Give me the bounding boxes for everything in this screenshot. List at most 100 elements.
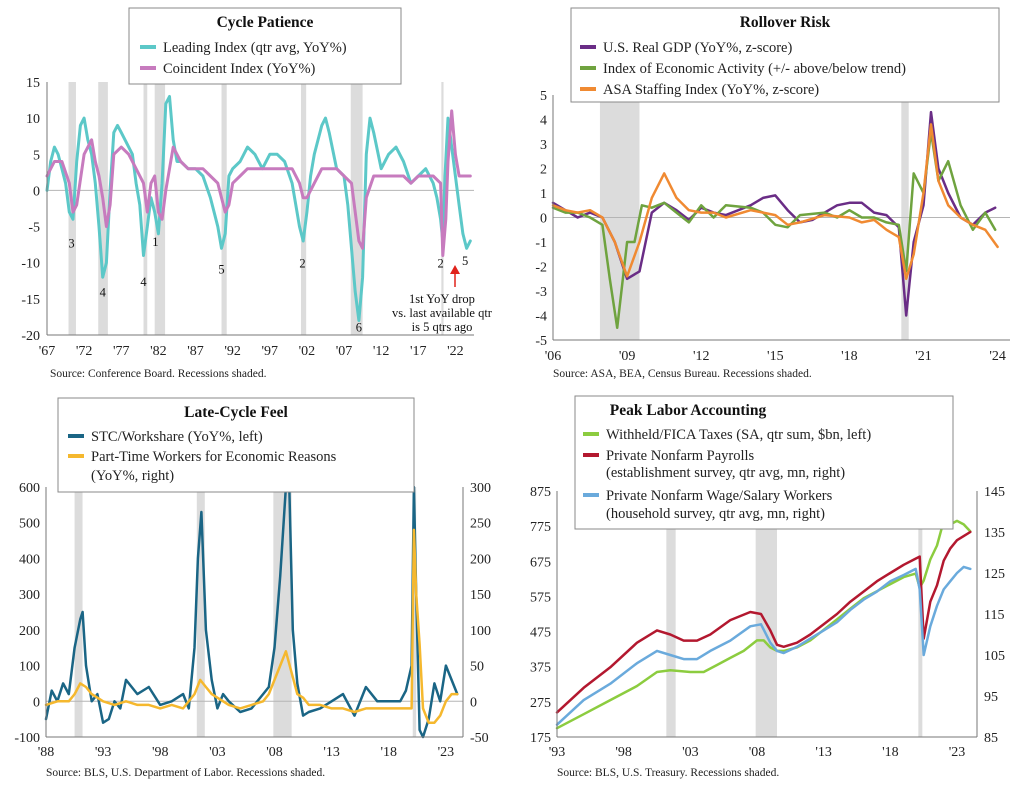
- x-tick-label: '18: [380, 745, 397, 760]
- y-tick-label: 10: [26, 112, 40, 127]
- trough-label: 4: [140, 275, 147, 289]
- legend-label-stc: STC/Workshare (YoY%, left): [91, 429, 263, 445]
- legend-label-parttime-cont: (YoY%, right): [91, 468, 174, 484]
- series-lines: [555, 519, 972, 730]
- x-tick-label: '92: [224, 344, 241, 359]
- x-tick-labels: '67 '72 '77 '82 '87 '92 '97 '02 '07 '12 '17 '22: [39, 344, 464, 359]
- y-tick-labels-left: 600 500 400 300 200 100 0 -100: [14, 481, 40, 746]
- chart-title: Peak Labor Accounting: [610, 402, 767, 419]
- x-tick-label: '06: [545, 349, 562, 364]
- x-tick-label: '67: [39, 344, 56, 359]
- series-line-part-time-workers-for-economic-reasons: [44, 528, 459, 724]
- x-tick-label: '21: [915, 349, 932, 364]
- y-tick-label: 2: [540, 163, 547, 178]
- series-line-stc-workshare-yoy-left: [44, 485, 459, 739]
- series-line-private-nonfarm-wage-salary-workers: [555, 565, 972, 726]
- x-tick-label: '02: [299, 344, 316, 359]
- legend-label-parttime: Part-Time Workers for Economic Reasons: [91, 449, 337, 465]
- x-tick-label: '98: [615, 745, 632, 760]
- x-tick-label: '15: [767, 349, 784, 364]
- note-line-3: is 5 qtrs ago: [412, 320, 473, 334]
- legend-label-staffing: ASA Staffing Index (YoY%, z-score): [603, 82, 819, 98]
- x-tick-label: '18: [882, 745, 899, 760]
- x-tick-label: '12: [693, 349, 710, 364]
- source-note: Source: ASA, BEA, Census Bureau. Recessi…: [553, 368, 812, 380]
- legend-box: Late-Cycle Feel STC/Workshare (YoY%, lef…: [57, 397, 415, 493]
- legend-label-payrolls-cont: (establishment survey, qtr avg, mn, righ…: [606, 465, 845, 481]
- y-tick-label: -15: [21, 293, 40, 308]
- legend-box: Rollover Risk U.S. Real GDP (YoY%, z-sco…: [570, 7, 1000, 103]
- recession-band: [755, 491, 777, 737]
- y-tick-label: -50: [470, 731, 489, 746]
- y-tick-label: 575: [530, 590, 551, 605]
- x-tick-label: '77: [113, 344, 130, 359]
- x-tick-label: '23: [438, 745, 455, 760]
- legend-label-payrolls: Private Nonfarm Payrolls: [606, 448, 755, 464]
- trough-label: 1: [152, 235, 158, 249]
- y-tick-labels-right: 300 250 200 150 100 50 0 -50: [470, 481, 491, 746]
- series-lines: [551, 110, 999, 330]
- y-tick-label: 5: [33, 148, 40, 163]
- y-tick-label: 300: [470, 481, 491, 496]
- y-tick-label: 275: [530, 696, 551, 711]
- annotation-note: 1st YoY drop vs. last available qtr is 5…: [392, 265, 493, 334]
- x-tick-label: '88: [38, 745, 55, 760]
- trough-label: 5: [218, 262, 224, 276]
- legend-label-workers: Private Nonfarm Wage/Salary Workers: [606, 488, 833, 504]
- legend-label-leading: Leading Index (qtr avg, YoY%): [163, 40, 347, 56]
- y-tick-label: 300: [19, 588, 40, 603]
- y-tick-label: -3: [535, 285, 547, 300]
- trough-label: 5: [462, 254, 468, 268]
- series-lines: [44, 485, 459, 739]
- y-tick-label: 0: [540, 212, 547, 227]
- series-line-coincident-index-yoy: [45, 109, 472, 257]
- x-tick-label: '18: [841, 349, 858, 364]
- recession-shading-group: [74, 487, 417, 737]
- y-tick-label: -20: [21, 329, 40, 344]
- y-tick-label: 3: [540, 138, 547, 153]
- x-tick-label: '08: [749, 745, 766, 760]
- recession-band: [196, 487, 205, 737]
- y-tick-label: -5: [28, 221, 40, 236]
- legend-box: Cycle Patience Leading Index (qtr avg, Y…: [128, 7, 402, 85]
- x-tick-label: '97: [262, 344, 279, 359]
- legend-frame: [128, 7, 402, 85]
- legend-frame: [57, 397, 415, 493]
- y-tick-label: 0: [33, 695, 40, 710]
- y-tick-label: 600: [19, 481, 40, 496]
- legend-label-gdp: U.S. Real GDP (YoY%, z-score): [603, 40, 792, 56]
- note-arrow-head: [450, 265, 460, 274]
- x-tick-labels: '93 '98 '03 '08 '13 '18 '23: [549, 745, 966, 760]
- y-tick-label: 475: [530, 626, 551, 641]
- x-tick-label: '24: [989, 349, 1006, 364]
- series-line-withheld-fica-taxes-sa-qtr-sum-bn-left: [555, 519, 972, 730]
- y-tick-label: 250: [470, 517, 491, 532]
- y-tick-label: 145: [984, 485, 1005, 500]
- y-tick-labels-right: 145 135 125 115 105 95 85: [984, 485, 1005, 746]
- y-tick-label: 500: [19, 517, 40, 532]
- chart-title: Rollover Risk: [740, 14, 831, 31]
- x-tick-label: '09: [619, 349, 636, 364]
- note-line-1: 1st YoY drop: [409, 292, 475, 306]
- y-tick-label: 135: [984, 526, 1005, 541]
- x-tick-label: '23: [949, 745, 966, 760]
- y-tick-label: 150: [470, 588, 491, 603]
- legend-box: Peak Labor Accounting Withheld/FICA Taxe…: [574, 395, 954, 530]
- series-line-leading-index-qtr-avg-yoy: [45, 95, 472, 322]
- source-note: Source: BLS, U.S. Treasury. Recessions s…: [557, 767, 779, 779]
- y-tick-label: 115: [984, 608, 1004, 623]
- trough-label: 2: [299, 257, 305, 271]
- legend-frame: [574, 395, 954, 530]
- y-tick-label: 1: [540, 187, 547, 202]
- point-labels: 3 4 4 1 5 2 6 2 5: [68, 235, 468, 334]
- y-tick-label: 175: [530, 731, 551, 746]
- y-tick-label: 125: [984, 567, 1005, 582]
- trough-label: 6: [356, 320, 362, 334]
- y-tick-label: -4: [535, 310, 547, 325]
- series-line-asa-staffing-index-yoy-z-score: [551, 123, 999, 281]
- recession-band: [666, 491, 676, 737]
- x-tick-label: '72: [76, 344, 93, 359]
- series-lines: [45, 95, 472, 322]
